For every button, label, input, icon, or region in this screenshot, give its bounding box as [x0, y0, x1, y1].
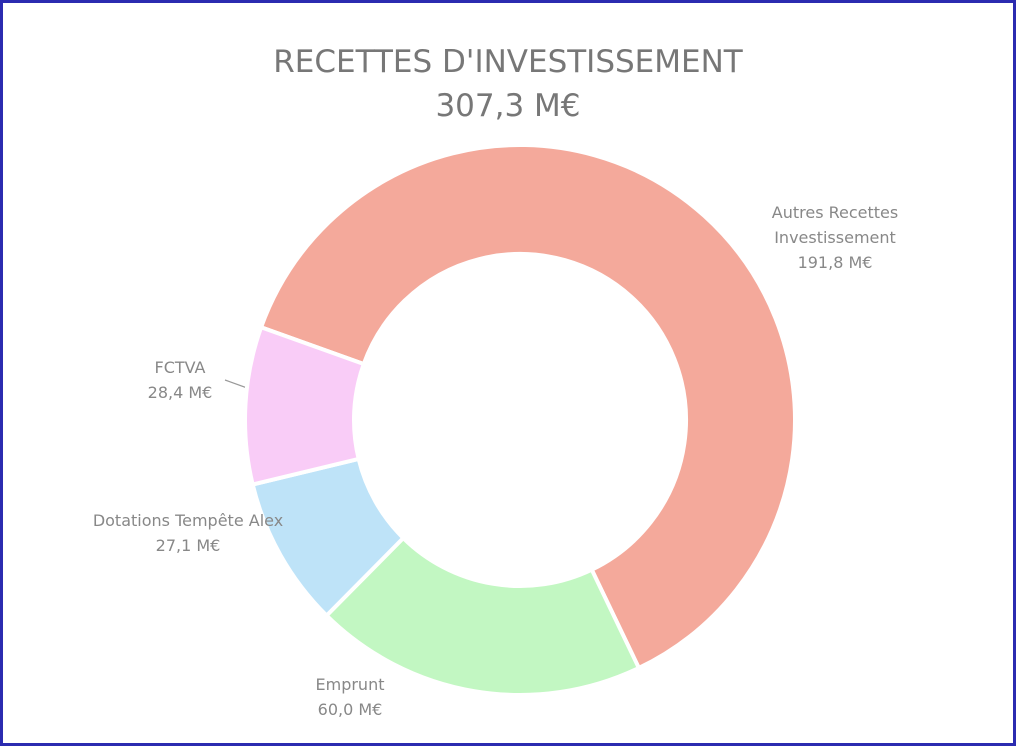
value-label: 27,1 M€ [155, 536, 221, 555]
chart-subtitle: 307,3 M€ [435, 88, 581, 124]
data-label: Emprunt 60,0 M€ [290, 672, 410, 722]
category-label: Emprunt [315, 675, 385, 694]
donut-slice [323, 535, 642, 697]
donut-slice [243, 324, 367, 487]
data-label: Dotations Tempête Alex 27,1 M€ [88, 508, 288, 558]
category-label: Autres Recettes Investissement [771, 203, 899, 247]
value-label: 60,0 M€ [317, 700, 383, 719]
donut-slice [258, 143, 797, 671]
category-label: FCTVA [154, 358, 206, 377]
value-label: 191,8 M€ [797, 253, 873, 272]
data-label: FCTVA 28,4 M€ [120, 355, 240, 405]
chart-title: RECETTES D'INVESTISSEMENT [273, 44, 743, 80]
value-label: 28,4 M€ [147, 383, 213, 402]
data-label: Autres Recettes Investissement 191,8 M€ [750, 200, 920, 275]
category-label: Dotations Tempête Alex [92, 511, 284, 530]
